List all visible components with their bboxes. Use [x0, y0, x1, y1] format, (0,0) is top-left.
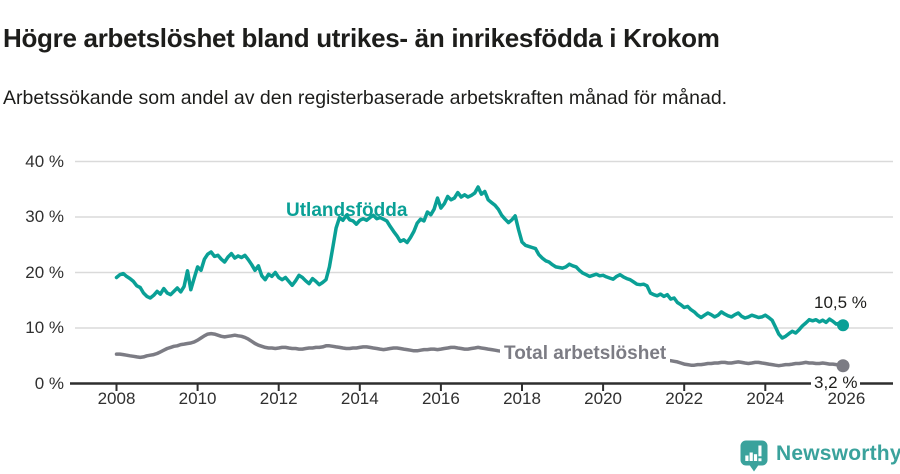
- page-title: Högre arbetslöshet bland utrikes- än inr…: [3, 23, 720, 54]
- newsworthy-logo: Newsworthy: [739, 439, 900, 473]
- brand-name: Newsworthy: [776, 442, 900, 465]
- y-axis-label: 30 %: [25, 207, 64, 226]
- end-dot-total: [836, 359, 850, 373]
- line-utlandsfodda: [114, 185, 845, 340]
- y-axis-label: 40 %: [25, 151, 64, 171]
- x-axis-label: 2018: [503, 389, 541, 408]
- x-axis-label: 2012: [259, 389, 298, 408]
- y-axis-label: 0 %: [34, 373, 64, 393]
- page-subtitle: Arbetssökande som andel av den registerb…: [3, 86, 728, 109]
- end-value-label-utlandsfodda: 10,5 %: [814, 293, 867, 312]
- x-axis-label: 2020: [584, 389, 622, 408]
- x-axis-label: 2024: [746, 389, 785, 408]
- line-total: [114, 331, 845, 368]
- y-axis-label: 10 %: [25, 318, 64, 337]
- y-axis-label: 20 %: [25, 262, 64, 282]
- x-axis-label: 2016: [421, 389, 460, 408]
- newsworthy-bar-chart-bubble-icon: [740, 440, 768, 472]
- x-axis-label: 2010: [178, 389, 217, 408]
- end-value-label-total: 3,2 %: [811, 374, 861, 391]
- x-axis-label: 2008: [97, 389, 136, 408]
- x-axis-label: 2014: [340, 389, 379, 408]
- series-label-total-arbetsloshet: Total arbetslöshet: [500, 343, 671, 365]
- x-axis-label: 2022: [665, 389, 704, 408]
- x-axis-label: 2026: [827, 389, 866, 408]
- end-dot-utlandsfodda: [837, 319, 850, 332]
- series-label-utlandsfodda: Utlandsfödda: [286, 200, 408, 221]
